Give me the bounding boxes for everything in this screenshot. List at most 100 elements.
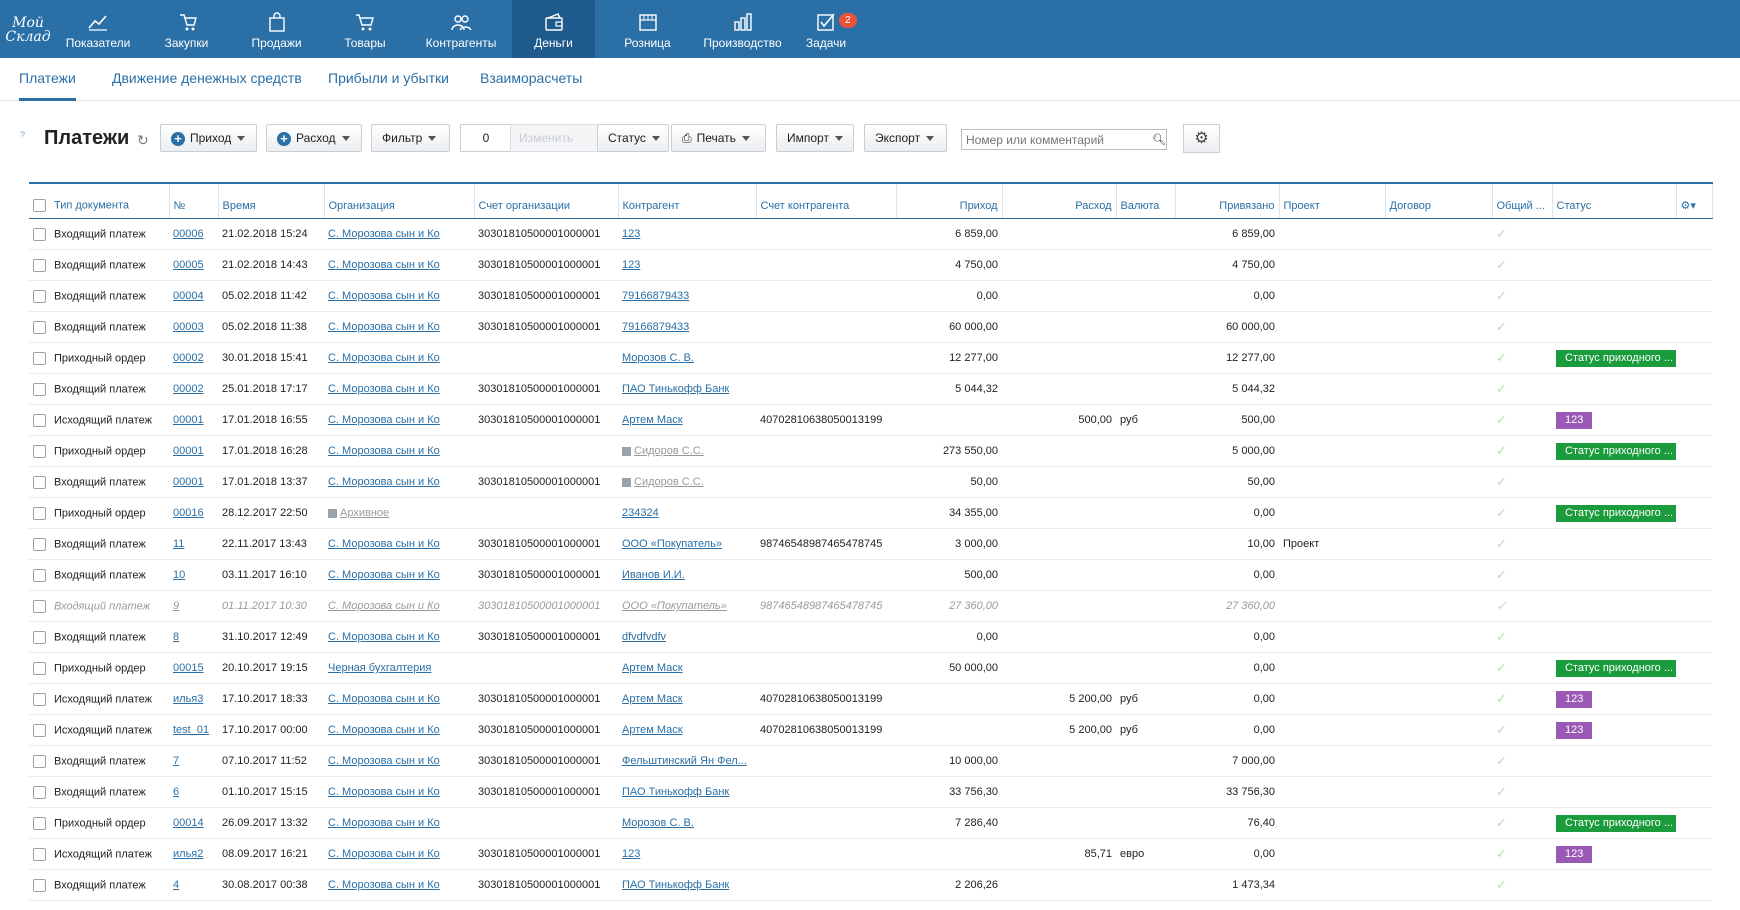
document-link[interactable]: илья3 xyxy=(173,693,204,705)
counterparty-link[interactable]: ООО «Покупатель» xyxy=(622,600,727,612)
table-row[interactable]: Входящий платеж 00001 17.01.2018 13:37 С. М… xyxy=(29,466,1712,498)
counterparty-link[interactable]: 79166879433 xyxy=(622,290,690,302)
tab-cash-flow[interactable]: Движение денежных средств xyxy=(112,70,302,86)
counterparty-link[interactable]: Иванов И.И. xyxy=(622,569,685,581)
org-link[interactable]: С. Морозова сын и Ко xyxy=(328,259,440,271)
table-row[interactable]: Входящий платеж 00005 21.02.2018 14:43 С. М… xyxy=(29,249,1712,281)
filter-button[interactable]: Фильтр xyxy=(371,124,450,152)
row-checkbox[interactable] xyxy=(33,227,46,241)
document-link[interactable]: 9 xyxy=(173,600,180,612)
document-link[interactable]: 00002 xyxy=(173,383,204,395)
col-organization[interactable]: Организация xyxy=(324,182,475,219)
table-row[interactable]: Исходящий платеж 00001 17.01.2018 16:55 С. … xyxy=(29,404,1712,436)
table-row[interactable]: Приходный ордер 00016 28.12.2017 22:50 Архи… xyxy=(29,497,1712,529)
table-row[interactable]: Входящий платеж 6 01.10.2017 15:15 С. Мороз… xyxy=(29,776,1712,808)
document-link[interactable]: 00005 xyxy=(173,259,204,271)
org-link[interactable]: С. Морозова сын и Ко xyxy=(328,755,440,767)
nav-item-2[interactable]: Продажи xyxy=(233,0,320,58)
table-row[interactable]: Входящий платеж 10 03.11.2017 16:10 С. Моро… xyxy=(29,559,1712,591)
counterparty-link[interactable]: ООО «Покупатель» xyxy=(622,538,723,550)
nav-item-4[interactable]: Контрагенты xyxy=(410,0,512,58)
nav-item-5[interactable]: Деньги xyxy=(512,0,595,58)
table-row[interactable]: Исходящий платеж илья2 08.09.2017 16:21 С. … xyxy=(29,838,1712,870)
refresh-icon[interactable]: ↻ xyxy=(137,132,149,148)
row-checkbox[interactable] xyxy=(33,320,46,334)
nav-item-3[interactable]: Товары xyxy=(320,0,410,58)
table-row[interactable]: Приходный ордер 00015 20.10.2017 19:15 Черн… xyxy=(29,652,1712,684)
nav-item-0[interactable]: Показатели xyxy=(57,0,139,58)
table-row[interactable]: Исходящий платеж test_01 17.10.2017 00:00 С… xyxy=(29,714,1712,746)
org-link[interactable]: С. Морозова сын и Ко xyxy=(328,848,440,860)
document-link[interactable]: 00006 xyxy=(173,228,204,240)
org-link[interactable]: С. Морозова сын и Ко xyxy=(328,321,440,333)
counterparty-link[interactable]: ПАО Тинькофф Банк xyxy=(622,786,730,798)
select-all-checkbox[interactable] xyxy=(33,199,46,212)
counterparty-link[interactable]: 123 xyxy=(622,848,641,860)
row-checkbox[interactable] xyxy=(33,816,46,830)
table-row[interactable]: Входящий платеж 8 31.10.2017 12:49 С. Мороз… xyxy=(29,621,1712,653)
row-checkbox[interactable] xyxy=(33,630,46,644)
document-link[interactable]: 00001 xyxy=(173,445,204,457)
org-link[interactable]: Черная бухгалтерия xyxy=(328,662,432,674)
search-icon[interactable]: 🔍︎ xyxy=(1152,134,1166,146)
row-checkbox[interactable] xyxy=(33,444,46,458)
counterparty-link[interactable]: Артем Маск xyxy=(622,414,683,426)
expense-button[interactable]: + Расход xyxy=(266,124,362,152)
row-checkbox[interactable] xyxy=(33,537,46,551)
document-link[interactable]: 10 xyxy=(173,569,186,581)
table-row[interactable]: Входящий платеж 4 30.08.2017 00:38 С. Мороз… xyxy=(29,869,1712,901)
tab-profit-loss[interactable]: Прибыли и убытки xyxy=(328,70,449,86)
org-link[interactable]: С. Морозова сын и Ко xyxy=(328,631,440,643)
settings-button[interactable]: ⚙ xyxy=(1183,124,1220,153)
counterparty-link[interactable]: Артем Маск xyxy=(622,662,683,674)
col-shared[interactable]: Общий ... xyxy=(1492,182,1553,219)
row-checkbox[interactable] xyxy=(33,413,46,427)
table-row[interactable]: Исходящий платеж илья3 17.10.2017 18:33 С. … xyxy=(29,683,1712,715)
document-link[interactable]: test_01 xyxy=(173,724,210,736)
org-link[interactable]: С. Морозова сын и Ко xyxy=(328,352,440,364)
row-checkbox[interactable] xyxy=(33,568,46,582)
row-checkbox[interactable] xyxy=(33,475,46,489)
table-row[interactable]: Входящий платеж 7 07.10.2017 11:52 С. Мороз… xyxy=(29,745,1712,777)
org-link[interactable]: С. Морозова сын и Ко xyxy=(328,538,440,550)
document-link[interactable]: 8 xyxy=(173,631,180,643)
org-link[interactable]: С. Морозова сын и Ко xyxy=(328,290,440,302)
document-link[interactable]: 00001 xyxy=(173,476,204,488)
org-link[interactable]: С. Морозова сын и Ко xyxy=(328,693,440,705)
col-number[interactable]: № xyxy=(169,182,219,219)
org-link[interactable]: С. Морозова сын и Ко xyxy=(328,476,440,488)
counterparty-link[interactable]: 79166879433 xyxy=(622,321,690,333)
search-input[interactable] xyxy=(961,129,1167,150)
help-icon[interactable]: ? xyxy=(20,130,26,140)
col-org-account[interactable]: Счет организации xyxy=(474,182,619,219)
col-income[interactable]: Приход xyxy=(896,182,1003,219)
income-button[interactable]: + Приход xyxy=(160,124,257,152)
tab-payments[interactable]: Платежи xyxy=(19,70,76,101)
row-checkbox[interactable] xyxy=(33,785,46,799)
document-link[interactable]: 00001 xyxy=(173,414,204,426)
row-checkbox[interactable] xyxy=(33,692,46,706)
document-link[interactable]: 7 xyxy=(173,755,180,767)
counterparty-link[interactable]: Артем Маск xyxy=(622,693,683,705)
counterparty-link[interactable]: dfvdfvdfv xyxy=(622,631,667,643)
row-checkbox[interactable] xyxy=(33,878,46,892)
row-checkbox[interactable] xyxy=(33,599,46,613)
counterparty-link[interactable]: Артем Маск xyxy=(622,724,683,736)
row-checkbox[interactable] xyxy=(33,723,46,737)
table-row[interactable]: Приходный ордер 00014 26.09.2017 13:32 С. М… xyxy=(29,807,1712,839)
counterparty-link[interactable]: Морозов С. В. xyxy=(622,817,694,829)
org-link[interactable]: С. Морозова сын и Ко xyxy=(328,724,440,736)
col-linked[interactable]: Привязано xyxy=(1175,182,1280,219)
document-link[interactable]: 6 xyxy=(173,786,180,798)
org-link[interactable]: С. Морозова сын и Ко xyxy=(328,228,440,240)
col-time[interactable]: Время xyxy=(218,182,325,219)
col-currency[interactable]: Валюта xyxy=(1116,182,1176,219)
document-link[interactable]: 00003 xyxy=(173,321,204,333)
col-counterparty[interactable]: Контрагент xyxy=(618,182,757,219)
org-link[interactable]: Архивное xyxy=(340,507,390,519)
document-link[interactable]: 11 xyxy=(173,538,185,550)
col-type[interactable]: Тип документа xyxy=(29,182,170,219)
counterparty-link[interactable]: Сидоров С.С. xyxy=(634,476,704,488)
row-checkbox[interactable] xyxy=(33,506,46,520)
org-link[interactable]: С. Морозова сын и Ко xyxy=(328,879,440,891)
